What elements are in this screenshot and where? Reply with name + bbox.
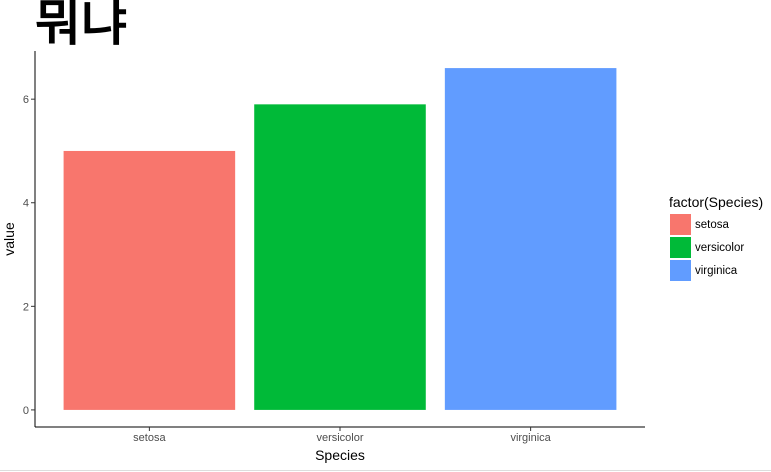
y-tick-label: 0 — [23, 405, 29, 417]
legend-label-versicolor: versicolor — [695, 242, 744, 254]
y-tick-label: 4 — [23, 198, 29, 210]
legend-key-versicolor — [670, 237, 691, 258]
y-tick-label: 6 — [23, 94, 29, 106]
x-tick-label: versicolor — [316, 432, 363, 444]
y-ticks-group: 0 2 4 6 — [23, 94, 35, 417]
bar-setosa — [63, 150, 236, 410]
bar-versicolor — [254, 104, 426, 410]
x-tick-label: setosa — [133, 432, 166, 444]
bars-group — [63, 68, 617, 410]
legend-label-setosa: setosa — [695, 219, 729, 231]
legend-label-virginica: virginica — [695, 265, 738, 277]
chart-title: 뭐냐 — [35, 0, 127, 52]
x-axis-title: Species — [315, 447, 365, 463]
x-ticks-group: setosa versicolor virginica — [133, 427, 552, 444]
legend-group: setosa versicolor virginica — [670, 214, 744, 281]
y-tick-label: 2 — [23, 301, 29, 313]
legend-title: factor(Species) — [669, 194, 763, 210]
bar-virginica — [444, 68, 617, 410]
y-axis-title: value — [1, 222, 17, 256]
legend-key-virginica — [670, 260, 691, 281]
bottom-divider — [0, 470, 771, 471]
legend-key-setosa — [670, 214, 691, 235]
x-tick-label: virginica — [510, 432, 551, 444]
